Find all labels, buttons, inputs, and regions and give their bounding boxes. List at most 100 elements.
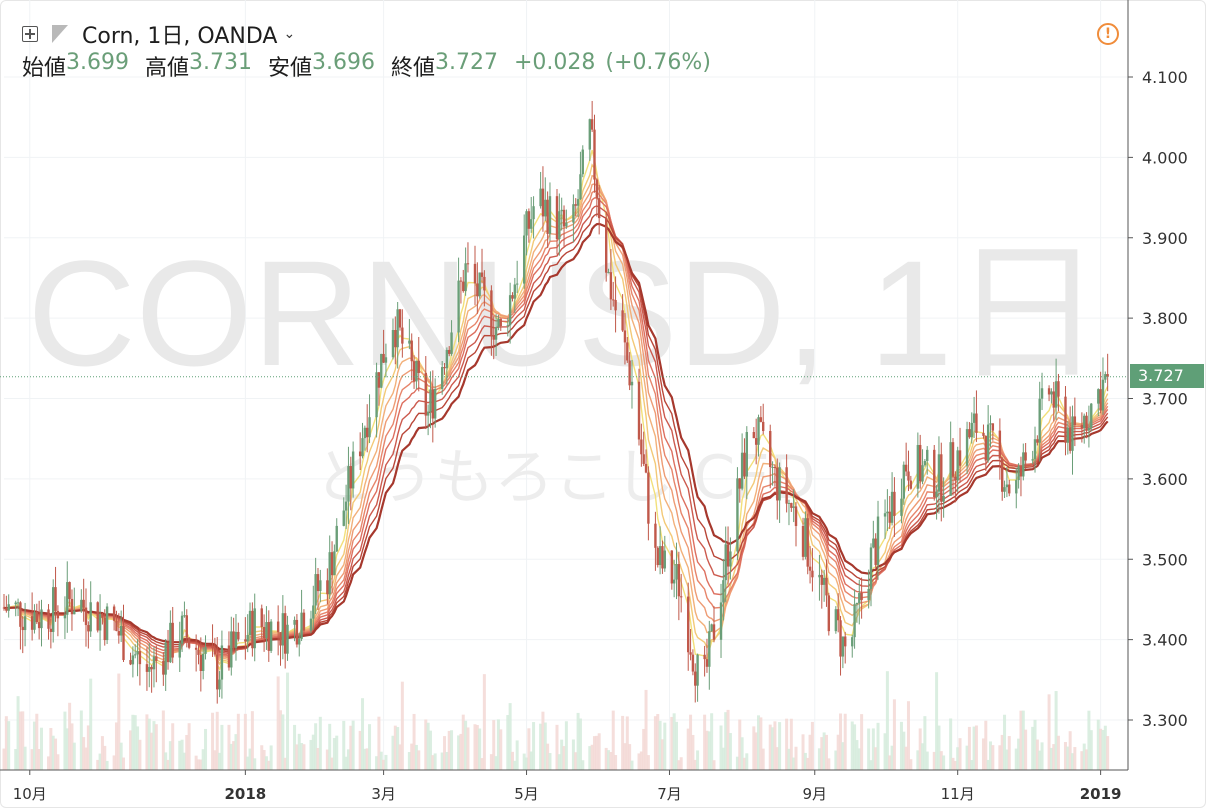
volume-bar — [827, 758, 831, 770]
candle-body — [302, 612, 306, 631]
candle-body — [286, 624, 289, 654]
volume-bar — [768, 724, 772, 770]
volume-bar — [199, 759, 203, 770]
symbol-title[interactable]: Corn, 1日, OANDA — [82, 24, 278, 49]
volume-bar — [51, 735, 55, 770]
candle-body — [579, 174, 582, 200]
volume-bar — [581, 760, 585, 770]
candle-body — [443, 367, 446, 369]
candle-body — [581, 149, 584, 175]
volume-bar — [972, 726, 976, 770]
volume-bar — [318, 716, 322, 770]
volume-bar — [1049, 747, 1053, 770]
volume-bar — [185, 734, 189, 770]
volume-bar — [279, 710, 282, 770]
candle-body — [351, 451, 355, 489]
volume-bar — [267, 760, 271, 770]
candle-body — [916, 444, 920, 489]
volume-bar — [724, 712, 728, 770]
volume-bar — [82, 737, 86, 770]
candle-body — [736, 478, 739, 552]
y-tick-label: 3.700 — [1142, 390, 1188, 409]
volume-bar — [236, 713, 240, 770]
candle-body — [96, 602, 99, 631]
candle-body — [494, 327, 498, 340]
volume-bar — [213, 750, 217, 770]
volume-bar — [539, 723, 543, 770]
volume-bar — [712, 760, 716, 770]
candle-body — [679, 596, 683, 598]
candle-body — [7, 604, 10, 611]
volume-bar — [478, 728, 482, 770]
volume-bar — [595, 735, 599, 770]
volume-bar — [998, 745, 1002, 770]
candle-body — [522, 235, 526, 284]
watermark-description: とうもろこし CFD — [314, 443, 816, 513]
volume-bar — [450, 730, 454, 770]
volume-bar — [344, 756, 348, 770]
volume-bar — [562, 746, 566, 770]
candle-body — [197, 649, 200, 655]
volume-bar — [152, 721, 156, 770]
close-value: 3.727 — [435, 50, 498, 75]
volume-bar — [742, 757, 746, 770]
volume-bar — [21, 711, 25, 770]
candle-body — [70, 598, 74, 615]
candle-body — [63, 614, 67, 619]
candle-body — [433, 388, 437, 419]
volume-bar — [824, 734, 828, 770]
candle-body — [689, 652, 692, 655]
volume-bar — [808, 734, 812, 770]
volume-bar — [346, 749, 350, 770]
candle-body — [230, 631, 233, 668]
volume-bar — [447, 730, 451, 770]
volume-bar — [607, 750, 611, 770]
candle-body — [729, 551, 732, 567]
candle-body — [839, 620, 842, 657]
candle-body — [1054, 381, 1058, 408]
candle-body — [991, 423, 995, 431]
high-value: 3.731 — [189, 50, 252, 75]
volume-bar — [358, 730, 362, 770]
warning-icon[interactable]: ! — [1097, 23, 1119, 45]
volume-bar — [923, 716, 927, 770]
candle-body — [958, 450, 962, 466]
candle-body — [293, 619, 296, 625]
volume-bar — [1007, 736, 1011, 770]
candle-body — [218, 679, 221, 690]
x-axis[interactable]: 10月 2018 3月 5月 7月 9月 11月 2019 — [0, 769, 1128, 803]
volume-bar — [571, 739, 575, 770]
volume-bar — [154, 724, 158, 770]
candle-body — [1057, 381, 1060, 397]
candle-body — [316, 574, 320, 592]
chevron-down-icon[interactable]: ⌄ — [283, 26, 296, 42]
candle-body — [220, 645, 224, 680]
volume-bar — [384, 754, 388, 770]
volume-bar — [792, 757, 796, 770]
candle-body — [398, 309, 402, 328]
candle-body — [722, 580, 725, 603]
x-tick-label: 11月 — [941, 785, 975, 803]
candle-body — [1064, 396, 1067, 443]
volume-bar — [1019, 710, 1023, 770]
candle-body — [841, 636, 845, 657]
flag-icon[interactable] — [52, 25, 68, 43]
collapse-legend-icon[interactable] — [22, 26, 38, 42]
volume-bar — [937, 725, 941, 770]
volume-bar — [349, 725, 353, 770]
candle-body — [1083, 415, 1086, 429]
candle-body — [112, 606, 116, 621]
candle-body — [710, 624, 713, 632]
volume-bar — [857, 748, 861, 770]
volume-bar — [1085, 749, 1089, 770]
volume-bar — [696, 750, 700, 770]
volume-bar — [166, 759, 170, 770]
candle-body — [342, 510, 345, 526]
volume-bar — [899, 721, 903, 770]
candle-body — [492, 336, 495, 340]
volume-bar — [1047, 694, 1051, 770]
volume-bar — [988, 741, 992, 770]
y-axis[interactable]: 4.100 4.000 3.900 3.800 3.700 3.600 3.500 3.400… — [1127, 0, 1188, 770]
volume-bar — [932, 751, 936, 770]
